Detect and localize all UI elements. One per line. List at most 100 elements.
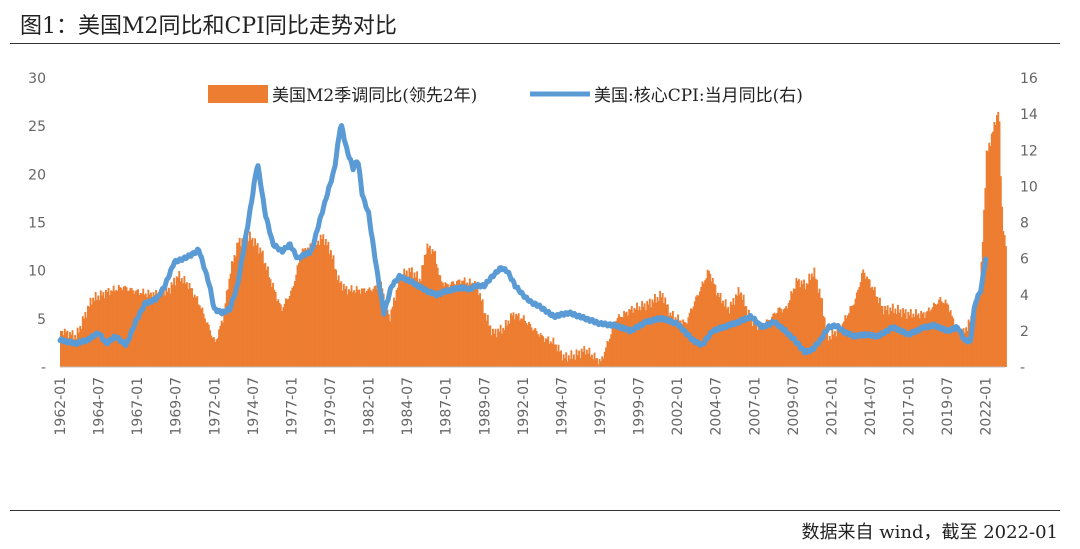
- x-tick-label: 1989-07: [477, 377, 493, 436]
- m2-bar: [119, 287, 122, 367]
- m2-bar: [822, 315, 825, 367]
- m2-bar: [318, 245, 321, 367]
- m2-bar: [327, 241, 330, 367]
- m2-bar: [678, 320, 681, 367]
- m2-bar: [286, 299, 289, 367]
- m2-bar: [677, 314, 680, 367]
- m2-bar: [264, 262, 267, 367]
- m2-bar: [924, 318, 926, 367]
- m2-bar: [579, 358, 582, 367]
- m2-bar: [449, 284, 452, 367]
- m2-bar: [762, 327, 764, 367]
- m2-bar: [259, 247, 262, 367]
- m2-bar: [591, 354, 593, 367]
- m2-bar: [141, 293, 143, 367]
- m2-bar: [952, 318, 955, 367]
- x-tick-labels: 1962-01 1964-07 1967-01 1969-07 1972-01 1974-…: [53, 377, 995, 436]
- m2-bar: [966, 331, 969, 367]
- y-right-tick-label: 14: [1020, 107, 1038, 123]
- m2-bar: [435, 263, 438, 367]
- m2-bar: [468, 278, 471, 367]
- m2-bar: [745, 306, 748, 367]
- m2-bar: [612, 324, 615, 367]
- m2-bar: [570, 350, 573, 367]
- m2-bar: [404, 274, 407, 367]
- m2-bar: [103, 298, 106, 367]
- m2-bar: [826, 329, 829, 367]
- y-axis-left: - 5 10 15 20 25 30: [28, 71, 46, 376]
- m2-bar: [308, 248, 311, 367]
- m2-bar: [416, 271, 419, 367]
- m2-bar: [695, 296, 698, 367]
- m2-bar: [506, 325, 509, 367]
- m2-bar: [74, 335, 77, 367]
- m2-bar: [546, 339, 548, 367]
- m2-bar: [867, 278, 870, 367]
- m2-bar: [234, 256, 237, 367]
- m2-bar: [220, 320, 223, 367]
- m2-bar: [596, 358, 599, 367]
- m2-bar: [152, 292, 155, 367]
- m2-bar: [659, 290, 662, 367]
- m2-bar: [551, 343, 554, 367]
- m2-bar: [300, 255, 303, 367]
- m2-bar: [169, 293, 172, 367]
- m2-bar: [840, 330, 843, 367]
- m2-bar: [969, 322, 971, 367]
- m2-bar: [777, 307, 780, 367]
- m2-bar: [200, 308, 203, 367]
- m2-bar: [753, 320, 755, 367]
- m2-bar: [494, 328, 497, 367]
- m2-bar: [256, 243, 259, 367]
- m2-bar: [139, 292, 142, 367]
- m2-bar: [425, 254, 428, 367]
- m2-bar: [106, 292, 109, 367]
- m2-bar: [990, 133, 993, 367]
- x-tick-label: 1967-01: [130, 377, 146, 436]
- m2-bar: [128, 290, 131, 367]
- m2-bar: [566, 361, 569, 367]
- m2-bar: [409, 271, 412, 367]
- m2-bar: [669, 312, 672, 367]
- m2-bar: [143, 294, 146, 367]
- x-tick-label: 2019-07: [940, 377, 956, 436]
- m2-bar: [781, 312, 784, 367]
- m2-bar: [218, 329, 221, 367]
- m2-bar: [813, 267, 816, 367]
- m2-bar: [502, 327, 505, 367]
- m2-bar: [729, 301, 732, 367]
- x-tick-label: 1984-07: [400, 377, 416, 436]
- m2-bar: [701, 281, 704, 367]
- m2-bar: [231, 261, 233, 367]
- m2-bar: [848, 313, 851, 367]
- m2-bar: [462, 280, 465, 367]
- m2-bar: [602, 358, 605, 367]
- m2-bar: [193, 294, 196, 367]
- m2-bar: [774, 314, 777, 367]
- m2-bar: [696, 294, 699, 367]
- m2-bar: [255, 245, 258, 367]
- x-tick-label: 2012-01: [824, 377, 840, 436]
- m2-bar: [405, 270, 408, 367]
- m2-bar: [899, 309, 902, 367]
- m2-bar: [794, 289, 797, 367]
- m2-bar: [666, 304, 669, 367]
- m2-bar: [628, 309, 631, 367]
- m2-bar: [507, 320, 510, 367]
- m2-bar: [246, 237, 249, 367]
- m2-bar: [129, 287, 132, 367]
- m2-bar: [807, 284, 809, 367]
- m2-bar: [756, 330, 759, 367]
- m2-bar: [182, 283, 185, 367]
- m2-bar: [389, 321, 392, 367]
- m2-bar: [188, 282, 191, 367]
- m2-bar: [232, 262, 235, 367]
- m2-bar: [868, 279, 871, 367]
- m2-bar: [429, 245, 431, 367]
- m2-bar: [124, 285, 127, 367]
- m2-bar: [395, 290, 398, 367]
- m2-bar: [929, 311, 932, 367]
- m2-bar: [803, 279, 806, 367]
- m2-bar: [999, 176, 1002, 367]
- m2-bar: [508, 323, 511, 367]
